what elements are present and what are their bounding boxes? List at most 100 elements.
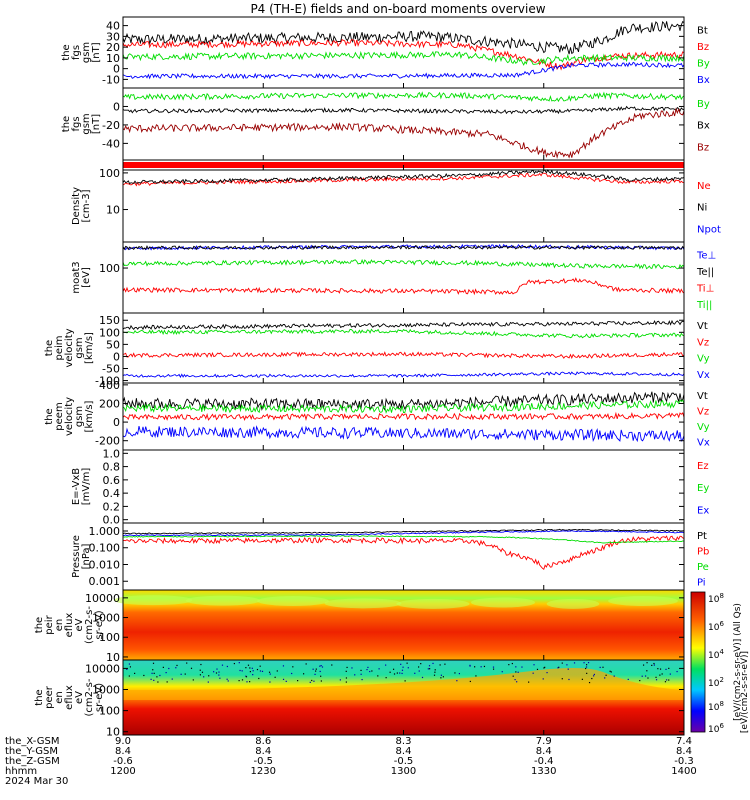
peer-spectrogram-speckle [492, 668, 495, 670]
peer-spectrogram-speckle [268, 671, 271, 673]
peer-spectrogram-speckle [434, 671, 436, 673]
peer-spectrogram-speckle [203, 676, 205, 678]
peer-spectrogram-speckle [192, 679, 194, 681]
ephemeris-row-label: the_X-GSM [5, 736, 59, 747]
peer-spectrogram-speckle [285, 680, 287, 682]
peer-spectrogram-speckle [646, 662, 648, 664]
peer-spectrogram-speckle [585, 666, 588, 668]
series-line-density-Ni [122, 169, 685, 185]
peer-spectrogram-speckle [516, 681, 518, 683]
colorbar-tick-label: 106 [708, 722, 724, 735]
ephemeris-value: 8.4 [676, 746, 692, 757]
ephemeris-value: -0.3 [674, 756, 694, 767]
y-axis-label-line: [km/s] [84, 400, 95, 432]
peer-spectrogram-speckle [543, 667, 545, 669]
y-axis-label: moat3 [eV] [71, 261, 92, 293]
peer-spectrogram-speckle [508, 664, 510, 666]
y-axis-label-line: the [61, 44, 72, 60]
y-tick-label: 10000 [85, 662, 120, 675]
legend-entry: Bz [697, 42, 709, 53]
ephemeris-value: -0.5 [253, 756, 273, 767]
y-axis-label-line: [cm-3] [81, 189, 92, 222]
y-tick-label: 0.001 [89, 575, 121, 588]
y-axis-label-line: the [44, 408, 55, 424]
peer-spectrogram-speckle [216, 668, 218, 670]
peer-spectrogram-speckle [151, 672, 153, 674]
ephemeris-value: -0.5 [394, 756, 414, 767]
peer-spectrogram-speckle [653, 664, 655, 666]
peer-spectrogram-speckle [665, 679, 668, 681]
series-line-fgs-Bt [122, 20, 685, 55]
peer-spectrogram-speckle [668, 667, 670, 669]
peir-spectrogram-patch [113, 595, 193, 606]
peer-spectrogram-speckle [129, 666, 131, 668]
peer-spectrogram-speckle [320, 680, 322, 682]
peer-spectrogram-speckle [297, 680, 299, 682]
peer-spectrogram-speckle [315, 670, 317, 672]
y-axis-label: the fgs gsm [nT] [61, 113, 102, 134]
colorbar-tick-label: 108 [708, 700, 724, 713]
legend-entry: Vx [697, 370, 710, 381]
peer-spectrogram-speckle [593, 675, 595, 677]
y-tick-label: 0.8 [103, 461, 121, 474]
y-tick-label: -10 [102, 73, 120, 86]
peer-spectrogram-speckle [226, 665, 228, 668]
legend-entry: Vt [697, 321, 708, 332]
peer-spectrogram-speckle [396, 672, 398, 674]
peer-spectrogram-speckle [587, 662, 590, 664]
peer-spectrogram-speckle [313, 680, 315, 682]
peer-spectrogram-speckle [428, 665, 431, 667]
peer-spectrogram-speckle [190, 667, 193, 669]
peer-spectrogram-speckle [162, 666, 164, 668]
peer-spectrogram-speckle [227, 680, 229, 682]
peer-spectrogram-speckle [668, 679, 670, 681]
peer-spectrogram-speckle [241, 679, 244, 681]
ephemeris-row-label: the_Z-GSM [5, 756, 60, 767]
peer-spectrogram-speckle [150, 678, 152, 680]
peer-spectrogram-speckle [176, 664, 178, 667]
peer-spectrogram-speckle [568, 678, 570, 681]
colorbar-tick-label: 102 [708, 676, 724, 689]
y-axis-label-line: (cm2-s- [84, 678, 95, 716]
y-tick-label: 0.010 [89, 558, 121, 571]
peer-spectrogram-speckle [432, 662, 434, 665]
peir-spectrogram-patch [257, 595, 329, 606]
peer-spectrogram-speckle [515, 666, 517, 668]
legend-entry: Te⊥ [696, 250, 716, 261]
peer-spectrogram-speckle [314, 673, 316, 675]
peer-spectrogram-speckle [521, 666, 523, 668]
peer-spectrogram-speckle [665, 668, 667, 671]
peer-spectrogram-speckle [584, 667, 587, 670]
y-axis-label-line: sr-eV) [94, 610, 105, 639]
peir-spectrogram-patch [396, 598, 470, 609]
y-axis-label: the peir en eflux eV (cm2-s-sr-eV) [34, 606, 105, 644]
peer-spectrogram-speckle [238, 680, 240, 682]
peer-spectrogram-speckle [651, 664, 653, 667]
peer-spectrogram-speckle [401, 669, 404, 671]
peer-spectrogram-speckle [393, 673, 396, 675]
peer-spectrogram-speckle [345, 670, 347, 672]
y-tick-label: 10 [106, 726, 120, 739]
peer-spectrogram-speckle [269, 681, 271, 683]
peer-spectrogram-speckle [371, 670, 373, 672]
peer-spectrogram-speckle [659, 668, 662, 670]
peer-spectrogram-speckle [259, 670, 262, 672]
y-axis-label: the peim velocity gsm [km/s] [44, 328, 95, 367]
peer-spectrogram-speckle [378, 668, 380, 670]
peer-spectrogram-speckle [339, 679, 341, 681]
peer-spectrogram-speckle [199, 669, 201, 671]
peer-spectrogram-speckle [159, 674, 161, 677]
legend-entry: By [697, 99, 710, 110]
y-axis-label-line: en [54, 619, 65, 632]
y-tick-label: 0.6 [103, 474, 121, 487]
legend-entry: Ez [697, 461, 709, 472]
peer-spectrogram-speckle [200, 663, 202, 666]
panel-frame [122, 241, 685, 314]
y-axis-label-line: fgs [71, 45, 82, 60]
peer-spectrogram-speckle [456, 680, 458, 682]
y-axis-label: Pressure [nPa] [71, 535, 92, 578]
peer-spectrogram-speckle [249, 681, 251, 683]
